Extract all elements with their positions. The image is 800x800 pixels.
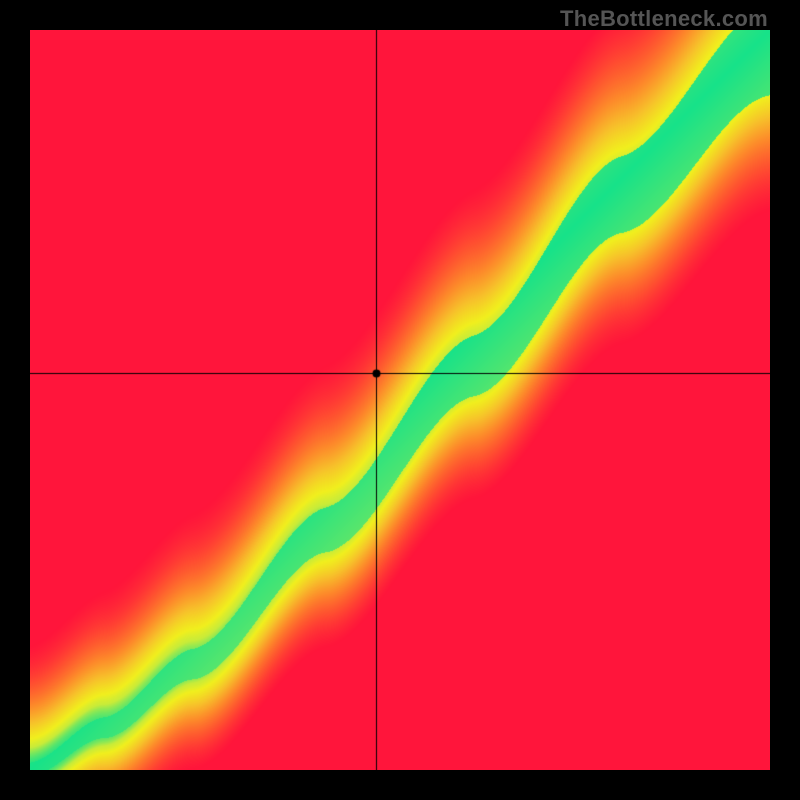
crosshair-overlay — [30, 30, 770, 770]
source-watermark: TheBottleneck.com — [560, 6, 768, 32]
watermark-text: TheBottleneck.com — [560, 6, 768, 31]
